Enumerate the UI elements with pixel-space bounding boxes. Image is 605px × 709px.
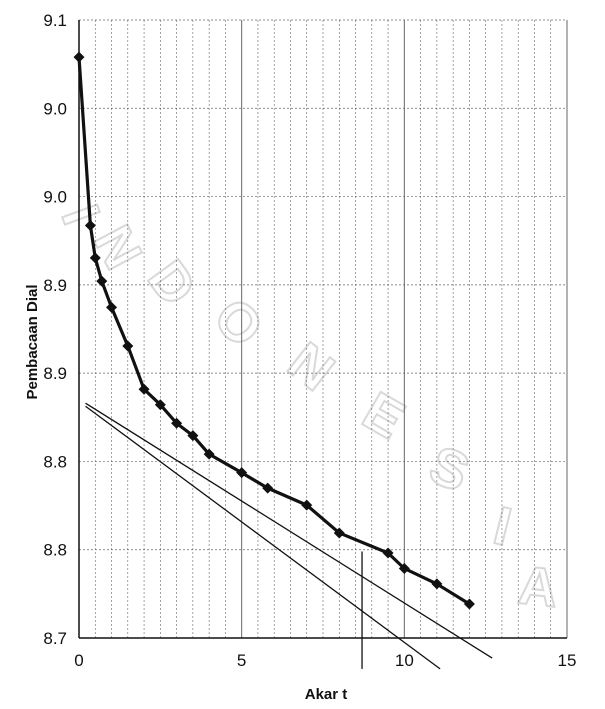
y-axis-label: Pembacaan Dial: [24, 284, 41, 399]
x-tick-label: 15: [558, 651, 577, 670]
y-tick-label: 9.0: [43, 188, 67, 207]
data-point: [431, 578, 443, 590]
x-tick-label: 0: [74, 651, 83, 670]
y-tick-label: 8.8: [43, 541, 67, 560]
data-point: [171, 417, 183, 429]
data-point: [122, 340, 134, 352]
reference-line: [85, 405, 441, 670]
x-axis-label: Akar t: [305, 686, 348, 703]
data-point: [96, 275, 108, 287]
data-point: [106, 301, 118, 313]
data-point: [89, 252, 101, 264]
data-point: [398, 562, 410, 574]
y-tick-label: 8.9: [43, 364, 67, 383]
series-layer: [73, 51, 475, 610]
y-tick-label: 8.9: [43, 276, 67, 295]
watermark-letter: A: [516, 555, 561, 619]
data-point: [463, 598, 475, 610]
data-point: [236, 467, 248, 479]
tick-labels: 8.7 8.8 8.8 8.9 8.9 9.0 9.0 9.1 0 5 10 15: [43, 11, 576, 670]
data-point: [301, 499, 313, 511]
data-point: [154, 399, 166, 411]
data-point: [203, 448, 215, 460]
reference-line: [85, 402, 493, 659]
watermark-letter: E: [353, 381, 414, 451]
y-tick-label: 8.8: [43, 452, 67, 471]
data-point: [262, 482, 274, 494]
data-point: [73, 51, 85, 63]
data-point: [138, 383, 150, 395]
data-point: [84, 219, 96, 231]
data-point: [382, 547, 394, 559]
y-tick-label: 8.7: [43, 629, 67, 648]
x-tick-label: 10: [395, 651, 414, 670]
grid-layer: [78, 19, 568, 639]
watermark-letter: N: [277, 331, 345, 402]
data-point: [333, 527, 345, 539]
watermark-letter: D: [136, 250, 207, 317]
data-point: [187, 430, 199, 442]
reference-lines: [85, 402, 493, 670]
y-tick-label: 9.1: [43, 11, 67, 30]
watermark-letter: O: [202, 287, 274, 359]
watermark-letter: S: [421, 434, 477, 503]
x-tick-label: 5: [237, 651, 246, 670]
y-tick-label: 9.0: [43, 99, 67, 118]
watermark-letter: I: [488, 496, 517, 558]
